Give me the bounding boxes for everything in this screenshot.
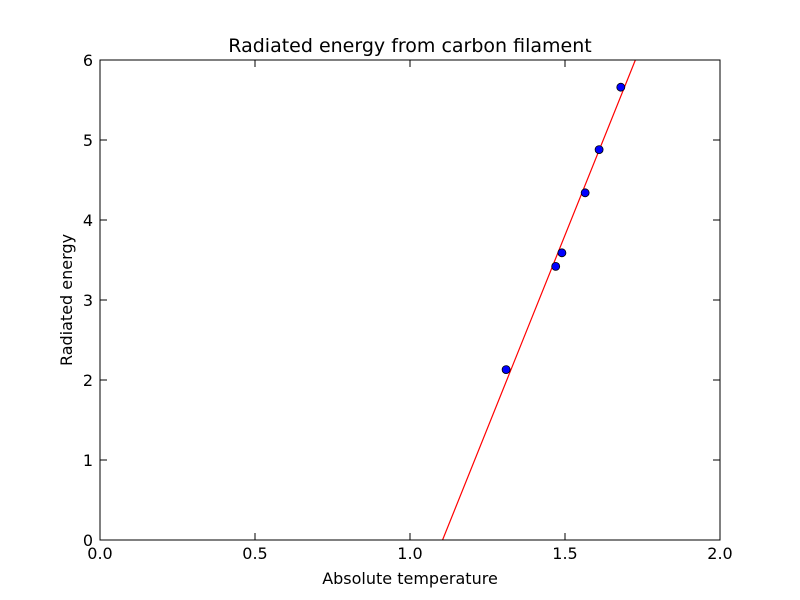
data-point	[580, 188, 590, 198]
y-tick-label: 0	[83, 531, 93, 550]
plot-frame	[99, 59, 721, 541]
y-tick-label: 1	[83, 451, 93, 470]
data-point	[557, 248, 567, 258]
y-axis-label: Radiated energy	[57, 234, 76, 366]
x-tick-label: 1.0	[397, 544, 422, 563]
data-point	[501, 365, 511, 375]
x-tick-label: 2.0	[707, 544, 732, 563]
y-tick-label: 6	[83, 51, 93, 70]
x-tick-label: 0.0	[87, 544, 112, 563]
data-point	[616, 82, 626, 92]
x-axis-label: Absolute temperature	[322, 569, 498, 588]
data-point	[594, 145, 604, 155]
y-tick-label: 5	[83, 131, 93, 150]
x-tick-label: 0.5	[242, 544, 267, 563]
y-tick-label: 4	[83, 211, 93, 230]
x-tick-label: 1.5	[552, 544, 577, 563]
y-tick-label: 2	[83, 371, 93, 390]
fit-line	[441, 60, 636, 540]
plot-layer	[441, 60, 636, 540]
data-point	[551, 261, 561, 271]
y-tick-label: 3	[83, 291, 93, 310]
chart-title: Radiated energy from carbon filament	[228, 35, 591, 57]
ticks-layer: 0.0 0.5 1.0 1.5 2.0 0 1 2 3 4 5 6	[83, 51, 733, 563]
